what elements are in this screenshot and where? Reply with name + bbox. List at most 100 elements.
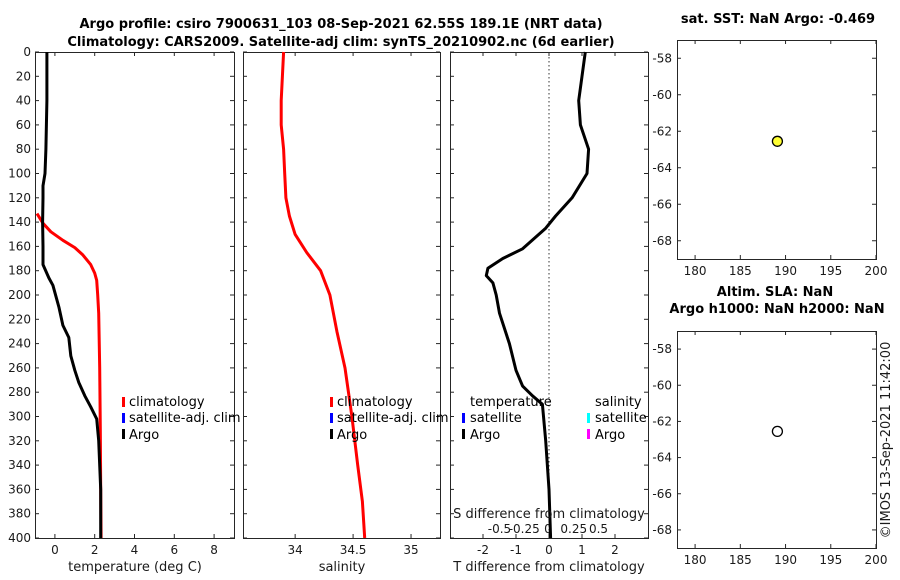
lat-tick-label: -60 <box>652 88 672 102</box>
legend-swatch-s-argo <box>587 429 590 439</box>
lat-tick-label: -58 <box>652 51 672 65</box>
depth-tick-label: 300 <box>8 410 31 424</box>
legend-swatch-climatology <box>330 397 333 407</box>
top-tick-label: -0.25 <box>509 522 540 536</box>
sla-map-title-2: Argo h1000: NaN h2000: NaN <box>669 302 884 317</box>
legend-swatch-s-satellite <box>587 413 590 423</box>
top-tick-label: 0 <box>544 522 552 536</box>
x-tick-label: -2 <box>477 543 489 557</box>
salinity-xlabel: salinity <box>319 560 366 575</box>
lat-tick-label: -66 <box>652 487 672 501</box>
title-line-2: Climatology: CARS2009. Satellite-adj cli… <box>67 35 614 50</box>
diff-legend-t-argo: Argo <box>470 428 500 443</box>
depth-tick-label: 80 <box>16 142 31 156</box>
sal-legend-climatology: climatology <box>337 395 413 410</box>
legend-swatch-argo <box>330 429 333 439</box>
imos-timestamp: ©IMOS 13-Sep-2021 11:42:00 <box>879 342 894 539</box>
series-argo <box>41 52 103 538</box>
depth-tick-label: 320 <box>8 434 31 448</box>
lon-tick-label: 190 <box>774 264 797 278</box>
temp-legend-argo: Argo <box>129 428 159 443</box>
depth-tick-label: 100 <box>8 167 31 181</box>
lat-tick-label: -58 <box>652 342 672 356</box>
x-tick-label: 34.5 <box>340 543 367 557</box>
depth-tick-label: 140 <box>8 215 31 229</box>
depth-tick-label: 340 <box>8 458 31 472</box>
lat-tick-label: -60 <box>652 378 672 392</box>
x-tick-label: 35 <box>403 543 418 557</box>
depth-tick-label: 0 <box>23 45 31 59</box>
temperature-panel <box>35 52 235 539</box>
lat-tick-label: -64 <box>652 451 672 465</box>
sla-map-title-1: Altim. SLA: NaN <box>717 285 833 300</box>
depth-tick-label: 180 <box>8 264 31 278</box>
temp-legend-satellite: satellite-adj. clim <box>129 411 241 426</box>
legend-swatch-t-satellite <box>462 413 465 423</box>
difference-top-xlabel: S difference from climatology <box>453 507 645 522</box>
series-t-diff-argo <box>484 51 591 539</box>
sst-map-panel <box>677 40 877 260</box>
lon-tick-label: 185 <box>729 553 752 567</box>
diff-legend-temperature-title: temperature <box>470 395 552 410</box>
depth-tick-label: 160 <box>8 239 31 253</box>
lon-tick-label: 200 <box>865 264 888 278</box>
title-line-1: Argo profile: csiro 7900631_103 08-Sep-2… <box>79 17 602 32</box>
salinity-panel <box>243 52 441 539</box>
diff-legend-s-satellite: satellite <box>595 411 647 426</box>
lat-tick-label: -64 <box>652 161 672 175</box>
lat-tick-label: -66 <box>652 197 672 211</box>
depth-tick-label: 240 <box>8 337 31 351</box>
lon-tick-label: 200 <box>865 553 888 567</box>
top-tick-label: -0.5 <box>488 522 511 536</box>
diff-legend-s-argo: Argo <box>595 428 625 443</box>
depth-tick-label: 220 <box>8 312 31 326</box>
lat-tick-label: -68 <box>652 523 672 537</box>
sla-map-panel <box>677 331 877 549</box>
x-tick-label: 1 <box>578 543 586 557</box>
temp-legend-climatology: climatology <box>129 395 205 410</box>
lon-tick-label: 190 <box>774 553 797 567</box>
sal-legend-satellite: satellite-adj. clim <box>337 411 449 426</box>
x-tick-label: 34 <box>288 543 303 557</box>
legend-swatch-t-argo <box>462 429 465 439</box>
lat-tick-label: -62 <box>652 414 672 428</box>
series-climatology <box>279 51 367 539</box>
x-tick-label: 6 <box>170 543 178 557</box>
top-tick-label: 0.5 <box>589 522 608 536</box>
depth-tick-label: 120 <box>8 191 31 205</box>
difference-xlabel: T difference from climatology <box>452 560 645 575</box>
lon-tick-label: 195 <box>819 264 842 278</box>
sal-legend-argo: Argo <box>337 428 367 443</box>
x-tick-label: 8 <box>210 543 218 557</box>
lon-tick-label: 180 <box>684 264 707 278</box>
depth-tick-label: 400 <box>8 531 31 545</box>
x-tick-label: 0 <box>51 543 59 557</box>
top-tick-label: 0.25 <box>560 522 587 536</box>
diff-legend-salinity-title: salinity <box>595 395 642 410</box>
depth-tick-label: 260 <box>8 361 31 375</box>
sst-map-title: sat. SST: NaN Argo: -0.469 <box>681 12 875 27</box>
diff-legend-t-satellite: satellite <box>470 411 522 426</box>
x-tick-label: 0 <box>545 543 553 557</box>
series-climatology <box>35 212 103 539</box>
lon-tick-label: 195 <box>819 553 842 567</box>
lon-tick-label: 180 <box>684 553 707 567</box>
depth-tick-label: 20 <box>16 69 31 83</box>
legend-swatch-satellite <box>122 413 125 423</box>
x-tick-label: 4 <box>131 543 139 557</box>
lat-tick-label: -68 <box>652 234 672 248</box>
legend-swatch-argo <box>122 429 125 439</box>
profile-location-marker <box>771 425 784 438</box>
depth-tick-label: 360 <box>8 482 31 496</box>
depth-tick-label: 40 <box>16 94 31 108</box>
x-tick-label: -1 <box>510 543 522 557</box>
profile-location-marker <box>771 135 784 147</box>
lon-tick-label: 185 <box>729 264 752 278</box>
depth-tick-label: 380 <box>8 507 31 521</box>
x-tick-label: 2 <box>91 543 99 557</box>
lat-tick-label: -62 <box>652 124 672 138</box>
depth-tick-label: 60 <box>16 118 31 132</box>
legend-swatch-satellite <box>330 413 333 423</box>
temperature-xlabel: temperature (deg C) <box>68 560 202 575</box>
